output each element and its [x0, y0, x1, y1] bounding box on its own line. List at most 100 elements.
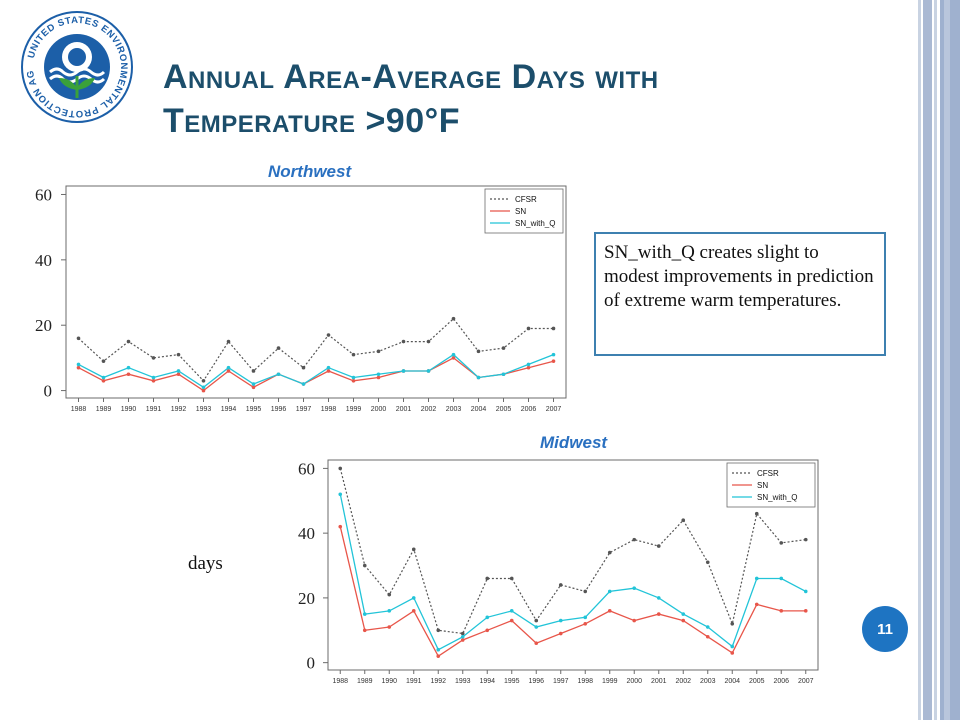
data-point-cfsr — [534, 618, 539, 623]
data-point-sn_with_q — [451, 352, 456, 357]
page-number-badge: 11 — [862, 606, 908, 652]
data-point-sn_with_q — [583, 615, 588, 620]
plot-frame — [65, 185, 567, 399]
data-point-sn_with_q — [387, 609, 392, 613]
x-tick-label: 1997 — [296, 406, 312, 413]
y-tick-label: 60 — [298, 459, 315, 478]
data-point-sn_with_q — [426, 369, 431, 373]
edge-stripe — [944, 0, 950, 720]
data-point-sn_with_q — [509, 609, 514, 613]
x-tick-label: 2002 — [421, 406, 437, 413]
data-point-sn — [387, 625, 392, 629]
data-point-sn — [681, 618, 686, 623]
x-tick-label: 1995 — [504, 678, 520, 685]
x-tick-label: 1997 — [553, 678, 569, 685]
data-point-sn_with_q — [485, 615, 490, 620]
data-point-cfsr — [509, 576, 514, 581]
title-line-2: Temperature >90°F — [163, 102, 460, 140]
legend-label: SN — [515, 207, 526, 216]
data-point-sn_with_q — [681, 612, 686, 616]
y-tick-label: 20 — [298, 589, 315, 608]
legend-label: SN_with_Q — [515, 219, 555, 228]
data-point-cfsr — [779, 541, 784, 545]
data-point-sn_with_q — [607, 589, 612, 594]
data-point-sn_with_q — [276, 372, 281, 377]
data-point-sn_with_q — [226, 365, 231, 370]
legend-label: CFSR — [757, 469, 779, 478]
data-point-sn — [326, 369, 331, 373]
data-point-sn — [351, 378, 356, 383]
data-point-cfsr — [176, 352, 181, 357]
data-point-sn_with_q — [338, 492, 343, 497]
x-tick-label: 2000 — [626, 678, 642, 685]
data-point-sn_with_q — [411, 596, 416, 600]
data-point-sn_with_q — [730, 644, 735, 649]
data-point-cfsr — [76, 336, 81, 341]
midwest-chart: 0 20 40 60 1988 1989 1990 1991 1992 1993 1994 1995 1… — [276, 452, 826, 697]
x-tick-label: 2005 — [496, 406, 512, 413]
x-tick-label: 2003 — [446, 406, 462, 413]
data-point-sn — [101, 378, 106, 383]
y-tick-label: 40 — [35, 251, 52, 270]
data-point-cfsr — [251, 369, 256, 373]
data-point-cfsr — [276, 346, 281, 350]
data-point-sn — [411, 609, 416, 613]
x-tick-label: 2004 — [471, 406, 487, 413]
series-line-sn — [339, 526, 806, 658]
midwest-chart-title: Midwest — [540, 433, 608, 452]
data-point-sn_with_q — [754, 576, 759, 581]
data-point-sn — [558, 631, 563, 636]
chart-svg: 0 20 40 60 1988 1989 1990 1991 1992 1993 1994 1995 1… — [298, 459, 819, 685]
data-point-sn_with_q — [301, 382, 306, 386]
x-tick-label: 1992 — [430, 678, 446, 685]
x-tick-label: 1993 — [455, 678, 471, 685]
data-point-cfsr — [387, 592, 392, 597]
data-point-cfsr — [460, 631, 465, 636]
callout-box: SN_with_Q creates slight to modest impro… — [594, 232, 886, 356]
chart-svg: 0 20 40 60 1988 1989 1990 1991 1992 1993 1994 1995 1… — [35, 185, 567, 413]
data-point-sn_with_q — [101, 375, 106, 380]
legend-label: SN_with_Q — [757, 493, 797, 502]
x-tick-label: 2006 — [521, 406, 537, 413]
data-point-sn_with_q — [526, 362, 531, 367]
epa-logo: UNITED STATES ENVIRONMENTAL PROTECTION A… — [16, 2, 134, 124]
northwest-chart: 0 20 40 60 1988 1989 1990 1991 1992 1993 1994 1995 1… — [20, 180, 570, 420]
edge-stripe — [923, 0, 932, 720]
data-point-cfsr — [226, 339, 231, 344]
x-tick-label: 1989 — [357, 678, 373, 685]
x-tick-label: 1991 — [406, 678, 422, 685]
data-point-sn_with_q — [632, 586, 637, 590]
data-point-sn_with_q — [326, 365, 331, 370]
data-point-sn — [803, 609, 808, 613]
data-point-cfsr — [201, 378, 206, 383]
x-tick-label: 1996 — [271, 406, 287, 413]
data-point-cfsr — [476, 349, 481, 354]
x-tick-label: 2006 — [773, 678, 789, 685]
data-point-sn_with_q — [501, 372, 506, 377]
slide-title: Annual Area-Average Days with Temperatur… — [163, 55, 883, 143]
x-tick-label: 2007 — [546, 406, 562, 413]
data-point-cfsr — [705, 560, 710, 565]
data-point-cfsr — [754, 511, 759, 516]
data-point-sn_with_q — [126, 365, 131, 370]
data-point-sn — [126, 372, 131, 377]
x-tick-label: 1998 — [577, 678, 593, 685]
data-point-cfsr — [376, 349, 381, 354]
data-point-cfsr — [558, 583, 563, 587]
data-point-sn — [226, 369, 231, 373]
data-point-sn_with_q — [201, 385, 206, 390]
data-point-sn — [779, 609, 784, 613]
x-tick-label: 1998 — [321, 406, 337, 413]
x-tick-label: 1992 — [171, 406, 187, 413]
data-point-cfsr — [362, 563, 367, 568]
data-point-cfsr — [401, 339, 406, 344]
data-point-sn_with_q — [551, 352, 556, 357]
data-point-cfsr — [730, 622, 735, 626]
data-point-sn — [76, 365, 81, 370]
data-point-sn_with_q — [151, 375, 156, 380]
data-point-sn_with_q — [656, 596, 661, 600]
x-tick-label: 1993 — [196, 406, 212, 413]
data-point-cfsr — [607, 550, 612, 555]
data-point-sn — [754, 602, 759, 607]
data-point-sn_with_q — [460, 634, 465, 639]
